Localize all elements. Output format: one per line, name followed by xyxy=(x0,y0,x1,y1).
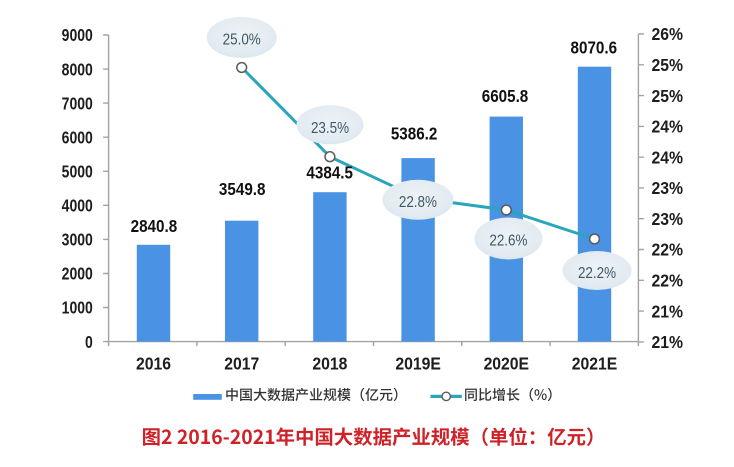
svg-text:4000: 4000 xyxy=(62,197,93,216)
svg-text:2018: 2018 xyxy=(312,354,347,374)
svg-text:25%: 25% xyxy=(652,86,684,106)
svg-text:24%: 24% xyxy=(652,117,684,137)
svg-text:3549.8: 3549.8 xyxy=(219,180,266,199)
svg-text:23%: 23% xyxy=(652,178,684,198)
svg-text:2840.8: 2840.8 xyxy=(131,217,178,236)
svg-text:9000: 9000 xyxy=(62,27,93,46)
svg-text:23.5%: 23.5% xyxy=(311,120,349,137)
svg-text:2021E: 2021E xyxy=(572,354,617,374)
svg-text:2017: 2017 xyxy=(224,354,259,374)
svg-text:7000: 7000 xyxy=(62,95,93,114)
svg-text:8000: 8000 xyxy=(62,61,93,80)
svg-text:0: 0 xyxy=(85,333,93,352)
svg-text:1000: 1000 xyxy=(62,299,93,318)
svg-text:23%: 23% xyxy=(652,209,684,229)
svg-text:22.2%: 22.2% xyxy=(578,265,616,282)
svg-text:21%: 21% xyxy=(652,302,684,322)
svg-text:2020E: 2020E xyxy=(484,354,529,374)
svg-text:22%: 22% xyxy=(652,240,684,260)
svg-text:21%: 21% xyxy=(652,332,684,352)
svg-text:2019E: 2019E xyxy=(395,354,440,374)
svg-text:6000: 6000 xyxy=(62,129,93,148)
svg-text:4384.5: 4384.5 xyxy=(306,164,353,183)
svg-text:5386.2: 5386.2 xyxy=(391,125,438,144)
svg-text:24%: 24% xyxy=(652,148,684,168)
svg-text:2016: 2016 xyxy=(136,354,171,374)
svg-text:26%: 26% xyxy=(652,24,684,44)
svg-text:25%: 25% xyxy=(652,55,684,75)
svg-text:22.6%: 22.6% xyxy=(489,232,527,249)
svg-text:25.0%: 25.0% xyxy=(223,31,261,48)
svg-text:6605.8: 6605.8 xyxy=(482,87,529,106)
svg-text:2000: 2000 xyxy=(62,265,93,284)
svg-text:3000: 3000 xyxy=(62,231,93,250)
svg-text:8070.6: 8070.6 xyxy=(571,39,618,58)
svg-text:22%: 22% xyxy=(652,271,684,291)
svg-text:5000: 5000 xyxy=(62,163,93,182)
svg-text:22.8%: 22.8% xyxy=(399,194,437,211)
